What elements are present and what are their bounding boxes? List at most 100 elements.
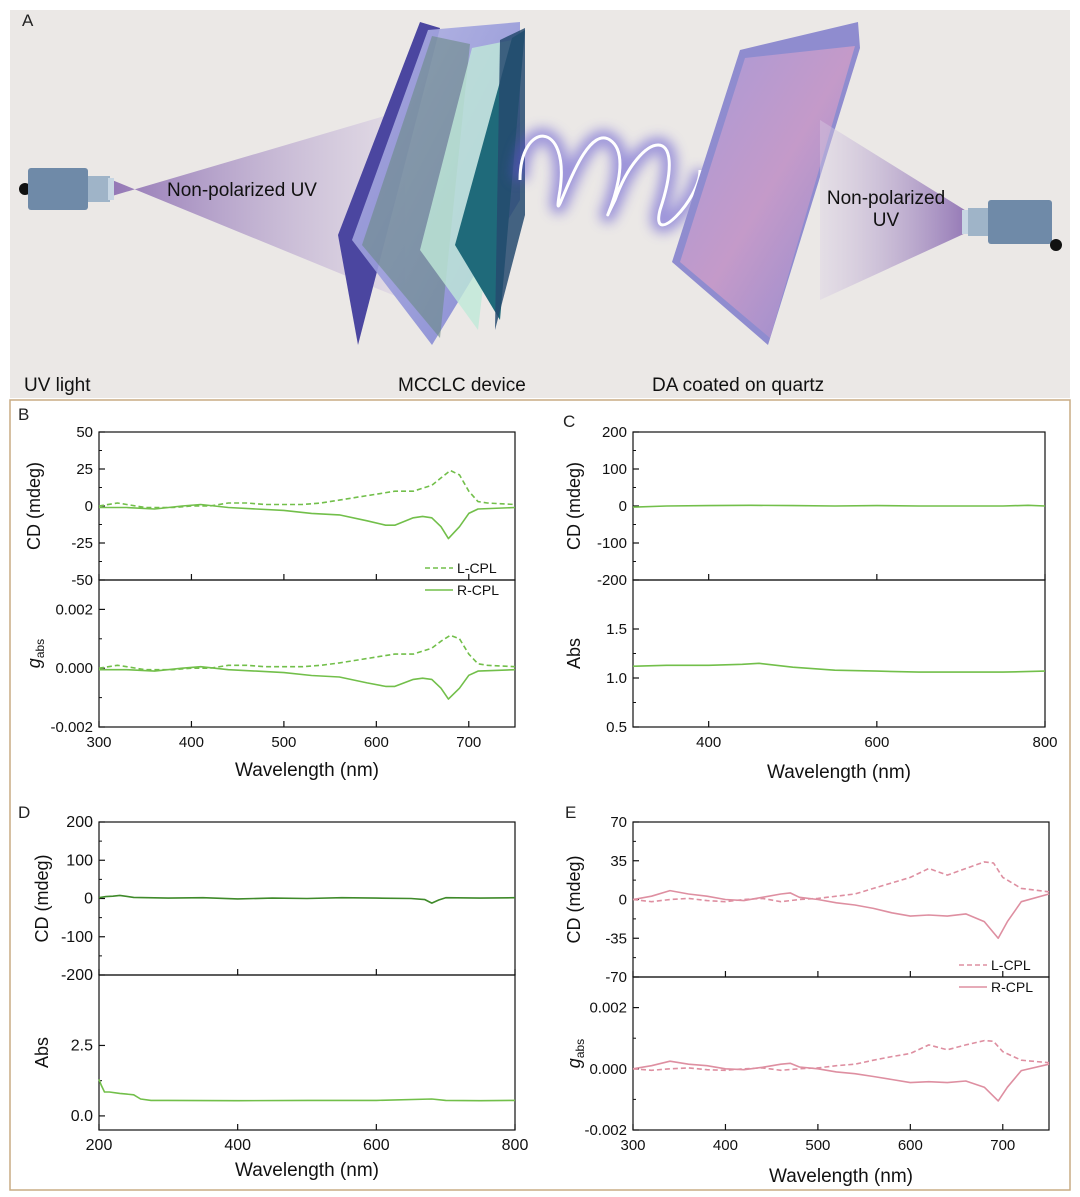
legend-label: L-CPL [991, 957, 1031, 973]
panel-a: A Non-polarized UV [10, 10, 1070, 398]
panel-d-subplot-1: -200 -100 0 100 200 CD (mdeg) [32, 814, 516, 984]
x-tick-label: 300 [620, 1137, 645, 1154]
y-tick-label: 0.000 [55, 660, 93, 677]
quartz-plate-icon [672, 22, 860, 345]
y-axis-label: gabs [24, 639, 47, 668]
panel-c-subplot-2: 0.5 1.0 1.5 400 600 800 Abs [564, 579, 1058, 751]
y-tick-label: -70 [605, 969, 627, 986]
x-tick-label: 700 [456, 734, 481, 751]
y-tick-label: 35 [610, 853, 627, 870]
y-tick-label: 100 [602, 461, 627, 478]
y-tick-label: -100 [61, 929, 93, 946]
y-tick-label: 0 [619, 892, 627, 909]
y-tick-label: -200 [597, 572, 627, 589]
series-line-l-cpl [632, 861, 1050, 903]
series-line-r-cpl [632, 1060, 1050, 1102]
plot-frame [98, 431, 516, 581]
y-tick-label: 0 [85, 498, 93, 515]
y-tick-label: 0.0 [71, 1108, 93, 1125]
panel-d-label: D [18, 803, 30, 822]
x-axis-label: Wavelength (nm) [235, 760, 379, 781]
right-beam-text-line1: Non-polarized [827, 188, 945, 209]
series-line-r-cpl [632, 889, 1050, 940]
x-tick-label: 300 [86, 734, 111, 751]
y-axis-label: CD (mdeg) [32, 854, 52, 942]
series-line-l-cpl [632, 1039, 1050, 1072]
x-tick-label: 400 [713, 1137, 738, 1154]
panel-c-subplot-1: -200 -100 0 100 200 CD (mdeg) [564, 424, 1046, 589]
caption-da-quartz: DA coated on quartz [652, 375, 824, 396]
right-uv-beam [820, 120, 968, 300]
y-tick-label: 200 [66, 814, 93, 831]
series-line-l-cpl [98, 634, 516, 671]
y-tick-label: -100 [597, 535, 627, 552]
x-tick-label: 800 [502, 1137, 529, 1154]
series-line-l-cpl [98, 469, 516, 509]
chart-panel-d: -200 -100 0 100 200 CD (mdeg) 0.0 2.5 200 400 600 8… [32, 814, 528, 1181]
series-line-r-cpl [99, 503, 516, 540]
series-line-cd [632, 504, 1046, 508]
y-axis-label-main: g [564, 1058, 584, 1068]
panel-e-subplot-2: -0.002 0.000 0.002 300 400 500 600 700 gabs [564, 976, 1050, 1154]
x-tick-label: 200 [86, 1137, 113, 1154]
y-tick-label: 0.002 [589, 1000, 627, 1017]
series-line-cd [98, 894, 516, 904]
y-axis-label-main: g [24, 658, 44, 668]
panel-a-label: A [22, 11, 34, 30]
panel-e-subplot-1: -70 -35 0 35 70 CD (mdeg) L-CPL R-CPL [564, 814, 1050, 995]
y-axis-label: Abs [32, 1037, 52, 1068]
y-tick-label: -35 [605, 930, 627, 947]
y-tick-label: 1.5 [606, 621, 627, 638]
y-axis-label: CD (mdeg) [564, 855, 584, 943]
x-tick-label: 800 [1032, 734, 1057, 751]
series-line-abs [632, 662, 1046, 673]
uv-lamp-left-icon [19, 168, 114, 210]
x-tick-label: 500 [271, 734, 296, 751]
panel-c-label: C [563, 412, 575, 431]
uv-lamp-right-icon [962, 200, 1062, 251]
y-tick-label: 70 [610, 814, 627, 831]
x-axis-label: Wavelength (nm) [769, 1166, 913, 1187]
panel-b-label: B [18, 405, 29, 424]
y-axis-label: gabs [564, 1039, 587, 1068]
chart-panel-b: -50 -25 0 25 50 CD (mdeg) L-CPL R-CPL -0.002 0.00… [24, 424, 516, 781]
y-tick-label: -50 [71, 572, 93, 589]
x-tick-label: 400 [179, 734, 204, 751]
x-tick-label: 500 [805, 1137, 830, 1154]
y-tick-label: -0.002 [584, 1122, 627, 1139]
panel-d-subplot-2: 0.0 2.5 200 400 600 800 Abs [32, 974, 529, 1154]
chart-panel-c: -200 -100 0 100 200 CD (mdeg) 0.5 1.0 1.5 400 600 8… [564, 424, 1058, 783]
x-tick-label: 600 [864, 734, 889, 751]
plot-frame [632, 976, 1050, 1131]
x-tick-label: 600 [363, 1137, 390, 1154]
y-axis-label-sub: abs [33, 639, 47, 658]
x-axis-label: Wavelength (nm) [767, 762, 911, 783]
left-uv-beam [112, 110, 405, 300]
y-tick-label: 100 [66, 852, 93, 869]
panel-e-label: E [565, 803, 576, 822]
legend-label: L-CPL [457, 560, 497, 576]
legend-label: R-CPL [457, 582, 499, 598]
y-axis-label: Abs [564, 638, 584, 669]
y-tick-label: 200 [602, 424, 627, 441]
y-axis-label: CD (mdeg) [564, 462, 584, 550]
x-tick-label: 400 [696, 734, 721, 751]
y-tick-label: 0.000 [589, 1061, 627, 1078]
y-tick-label: -200 [61, 967, 93, 984]
y-axis-label-sub: abs [573, 1039, 587, 1058]
caption-uv-light: UV light [24, 375, 91, 396]
x-axis-label: Wavelength (nm) [235, 1160, 379, 1181]
y-axis-label: CD (mdeg) [24, 462, 44, 550]
y-tick-label: 0.002 [55, 601, 93, 618]
y-tick-label: 2.5 [71, 1037, 93, 1054]
y-tick-label: -0.002 [50, 719, 93, 736]
y-tick-label: -25 [71, 535, 93, 552]
panel-b-subplot-1: -50 -25 0 25 50 CD (mdeg) L-CPL R-CPL [24, 424, 516, 598]
right-beam-text-line2: UV [873, 210, 900, 231]
x-tick-label: 400 [224, 1137, 251, 1154]
plot-frame [98, 974, 516, 1131]
circular-polarized-helix-icon [512, 128, 708, 233]
x-tick-label: 600 [364, 734, 389, 751]
series-line-r-cpl [99, 665, 516, 700]
legend-label: R-CPL [991, 979, 1033, 995]
